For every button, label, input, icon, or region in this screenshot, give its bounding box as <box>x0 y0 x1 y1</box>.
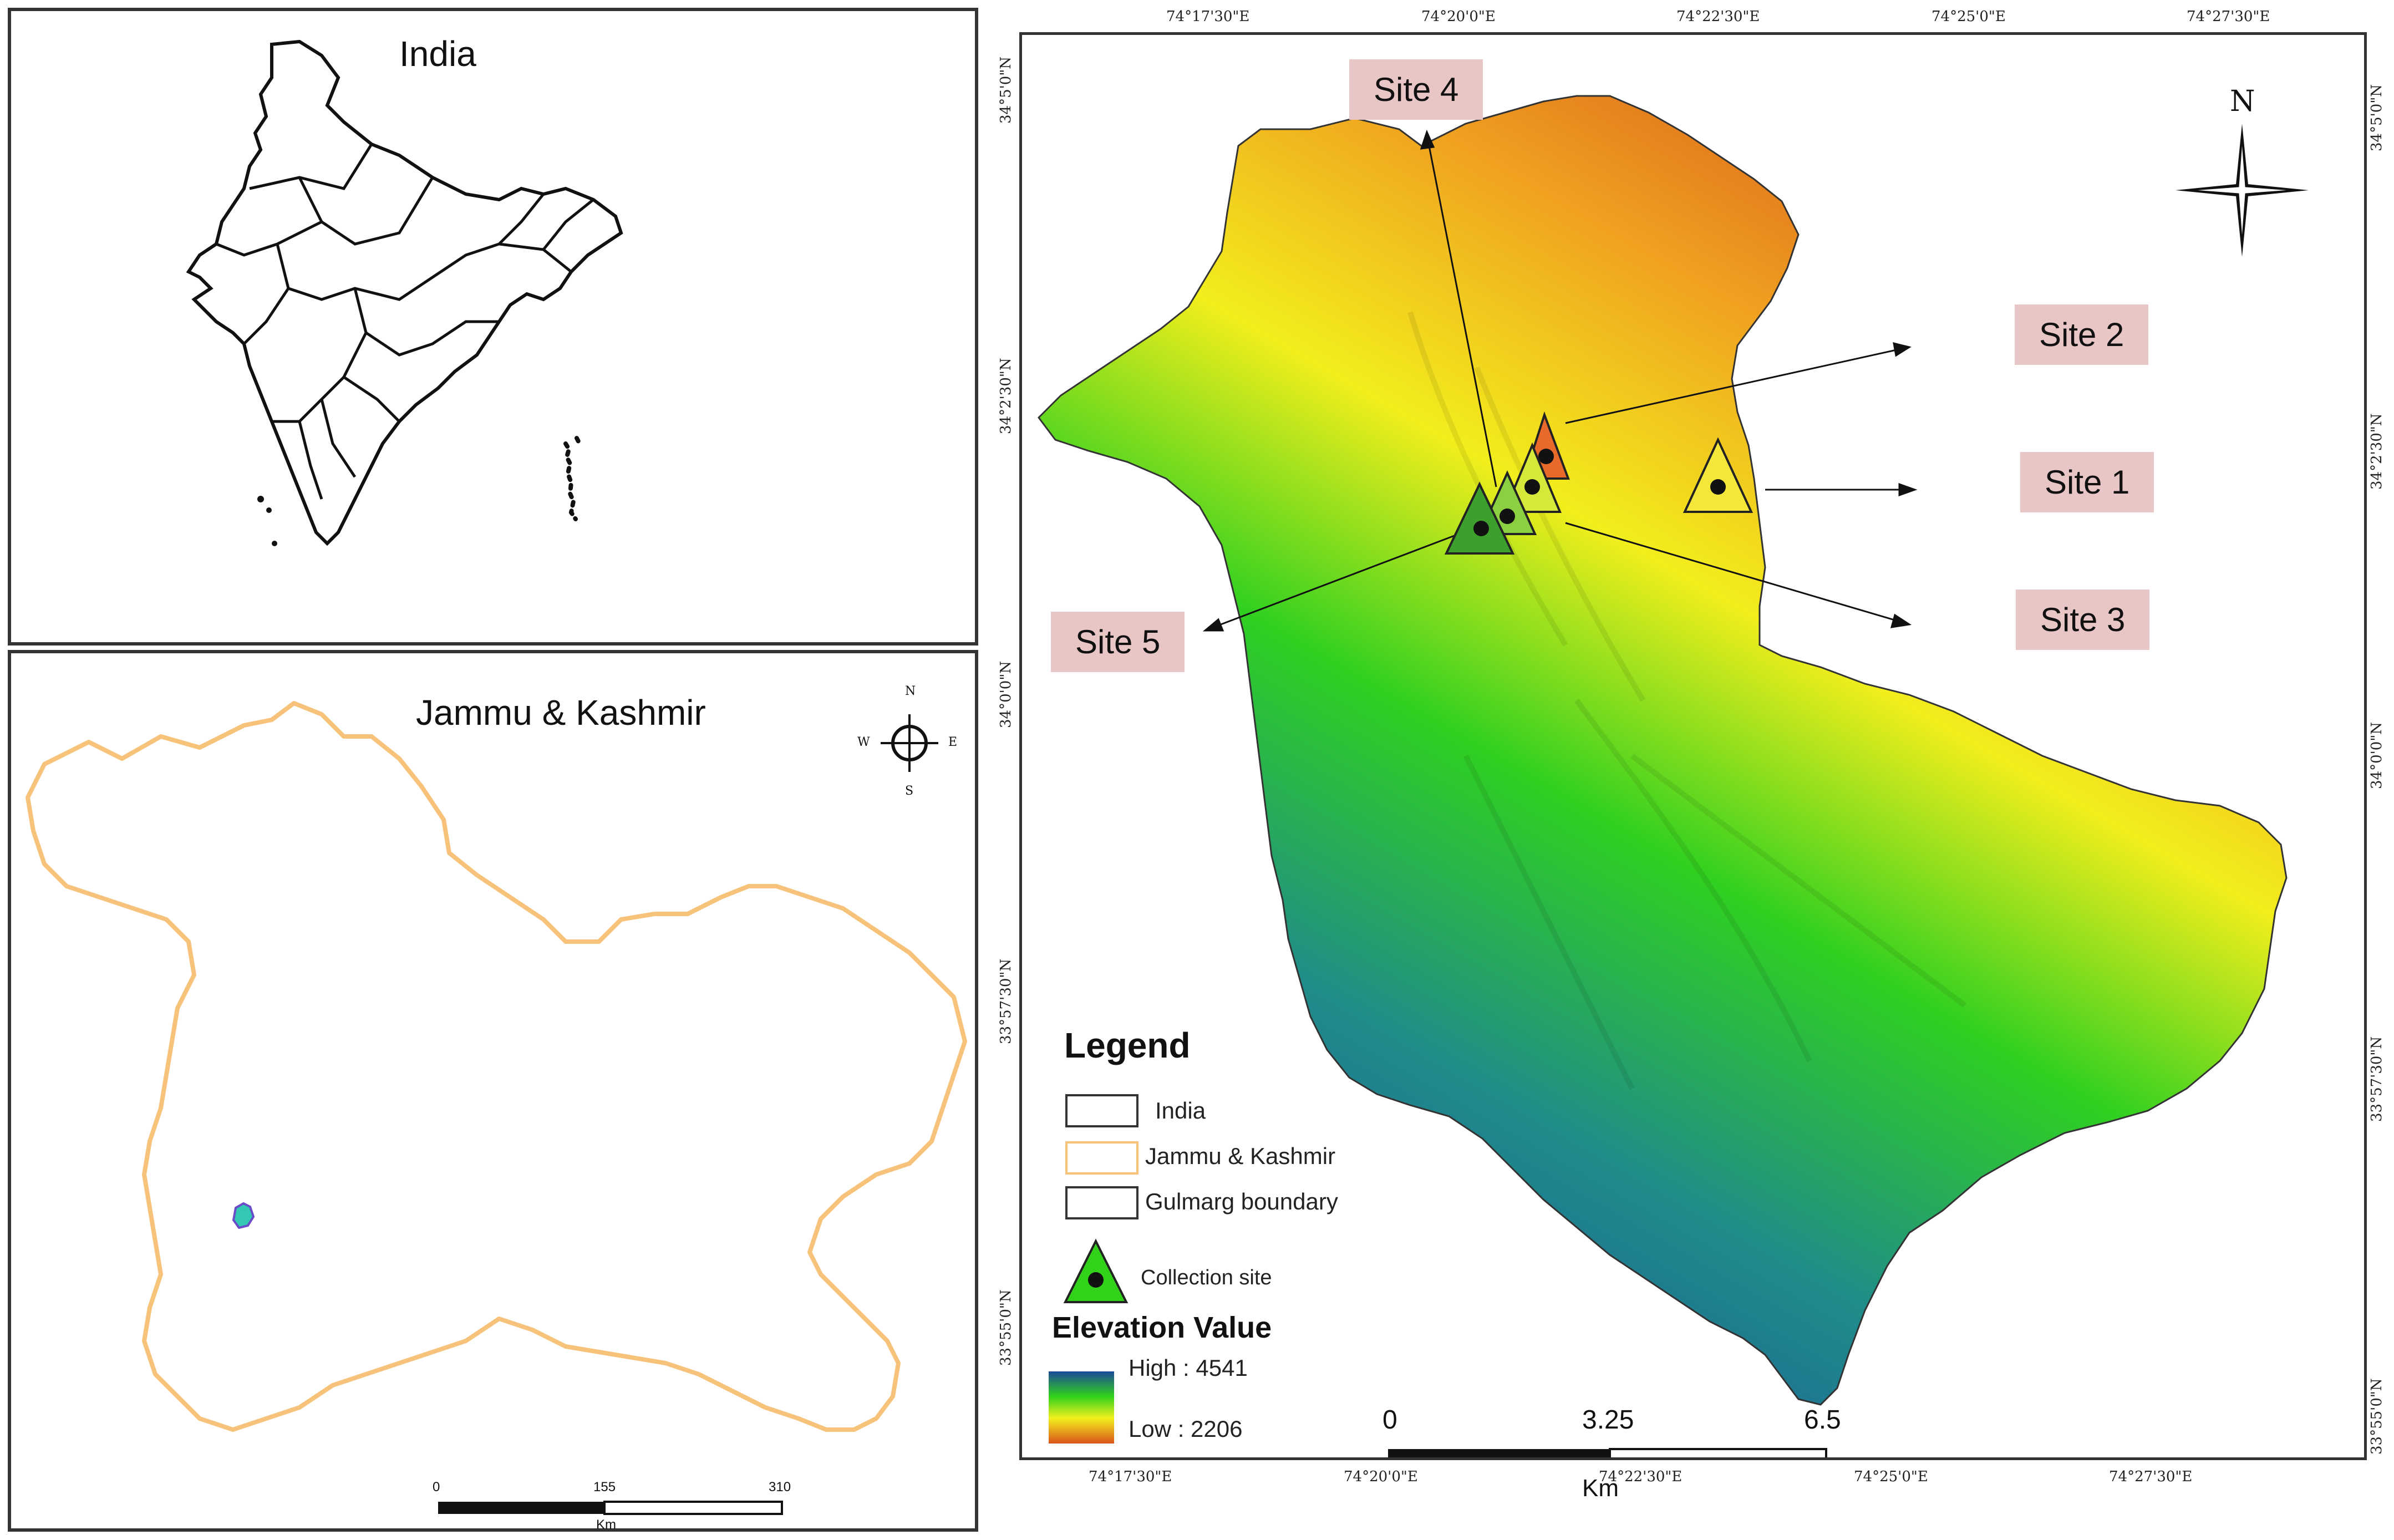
legend-elevation-title: Elevation Value <box>1052 1311 1272 1344</box>
right-coord-0: 34°5'0"N <box>2368 84 2385 151</box>
india-inset-panel: India <box>8 8 978 646</box>
site-markers <box>1444 411 1753 555</box>
arrow-site-4 <box>1426 134 1497 487</box>
gulmarg-location-marker <box>232 1202 255 1229</box>
main-scale-tick-0: 0 <box>1382 1405 1397 1435</box>
india-title: India <box>399 34 476 74</box>
legend-india-label: India <box>1155 1097 1206 1124</box>
legend-jk-label: Jammu & Kashmir <box>1145 1143 1336 1169</box>
main-scale-bar-black <box>1388 1449 1610 1457</box>
top-coord-4: 74°27'30"E <box>2187 8 2270 25</box>
top-coord-3: 74°25'0"E <box>1932 8 2006 25</box>
india-state-lines <box>216 143 594 500</box>
india-outline <box>186 39 623 546</box>
top-coord-0: 74°17'30"E <box>1166 8 1250 25</box>
jk-scale-bar-white <box>603 1501 783 1515</box>
legend-india-swatch <box>1065 1094 1138 1127</box>
right-coord-2: 34°0'0"N <box>2368 721 2385 789</box>
jk-compass-n: N <box>905 684 916 698</box>
bottom-coord-0: 74°17'30"E <box>1089 1468 1172 1485</box>
site-arrows <box>1202 129 1918 632</box>
legend-collection-site-label: Collection site <box>1141 1266 1272 1289</box>
main-scale-bar-white <box>1609 1448 1827 1457</box>
site-1-label: Site 1 <box>2020 452 2154 512</box>
site-4-label: Site 4 <box>1349 59 1483 120</box>
right-coord-1: 34°2'30"N <box>2368 413 2385 490</box>
jk-scale-bar-black <box>438 1502 604 1514</box>
main-scale-tick-2: 6.5 <box>1804 1405 1841 1435</box>
jk-scale-tick-0: 0 <box>433 1480 440 1495</box>
site-2-label: Site 2 <box>2015 304 2149 365</box>
jk-compass-w: W <box>857 735 870 749</box>
right-coord-4: 33°55'0"N <box>2368 1378 2385 1455</box>
top-coord-2: 74°22'30"E <box>1676 8 1760 25</box>
elevation-map <box>1038 95 2309 1457</box>
jk-scale-unit: Km <box>596 1517 616 1532</box>
andaman-islands <box>563 436 581 521</box>
legend <box>1049 1238 1129 1444</box>
bottom-coord-4: 74°27'30"E <box>2109 1468 2193 1485</box>
main-scale-tick-1: 3.25 <box>1582 1405 1634 1435</box>
left-coord-4: 33°55'0"N <box>998 1289 1014 1366</box>
jk-inset-panel: Jammu & Kashmir N E S W 0 155 310 Km <box>8 650 978 1532</box>
legend-elevation-low: Low : 2206 <box>1129 1416 1243 1442</box>
bottom-coord-3: 74°25'0"E <box>1854 1468 1928 1485</box>
legend-gulmarg-label: Gulmarg boundary <box>1145 1188 1338 1214</box>
left-coord-1: 34°2'30"N <box>998 358 1014 434</box>
jk-compass-s: S <box>905 784 914 798</box>
jk-scale-tick-2: 310 <box>769 1480 791 1495</box>
jk-compass-e: E <box>948 735 958 749</box>
left-coord-3: 33°57'30"N <box>998 958 1014 1044</box>
arrow-site-3 <box>1565 522 1904 624</box>
jk-compass-icon <box>881 714 938 772</box>
jk-title: Jammu & Kashmir <box>416 693 706 733</box>
main-scale-unit: Km <box>1582 1475 1619 1502</box>
legend-title: Legend <box>1064 1025 1191 1065</box>
left-coord-0: 34°5'0"N <box>998 56 1014 124</box>
bottom-coord-1: 74°20'0"E <box>1344 1468 1418 1485</box>
north-arrow-icon <box>2176 124 2309 257</box>
gulmarg-main-map-panel: 74°17'30"E 74°20'0"E 74°22'30"E 74°25'0"… <box>998 8 2385 1502</box>
gulmarg-boundary <box>1038 95 2288 1406</box>
site-3-label: Site 3 <box>2016 589 2150 650</box>
india-map <box>186 39 623 546</box>
legend-jk-swatch <box>1065 1141 1138 1175</box>
site-1-marker <box>1683 437 1753 513</box>
arrow-site-5 <box>1210 522 1488 629</box>
arrow-site-2 <box>1565 347 1904 424</box>
jk-map <box>26 701 967 1515</box>
legend-elevation-ramp <box>1049 1371 1114 1444</box>
site-5-label: Site 5 <box>1051 612 1185 672</box>
legend-gulmarg-swatch <box>1065 1186 1138 1219</box>
right-coord-3: 33°57'30"N <box>2368 1036 2385 1122</box>
north-label: N <box>2230 85 2255 118</box>
bottom-coord-2: 74°22'30"E <box>1599 1468 1683 1485</box>
legend-collection-site-icon <box>1063 1238 1129 1303</box>
site-5-marker <box>1444 481 1515 555</box>
jk-scale-tick-1: 155 <box>593 1480 616 1495</box>
top-coord-1: 74°20'0"E <box>1421 8 1496 25</box>
terrain-ridges <box>1407 311 1966 1090</box>
legend-elevation-high: High : 4541 <box>1129 1355 1248 1381</box>
jk-outline <box>26 701 967 1432</box>
left-coord-2: 34°0'0"N <box>998 660 1014 728</box>
